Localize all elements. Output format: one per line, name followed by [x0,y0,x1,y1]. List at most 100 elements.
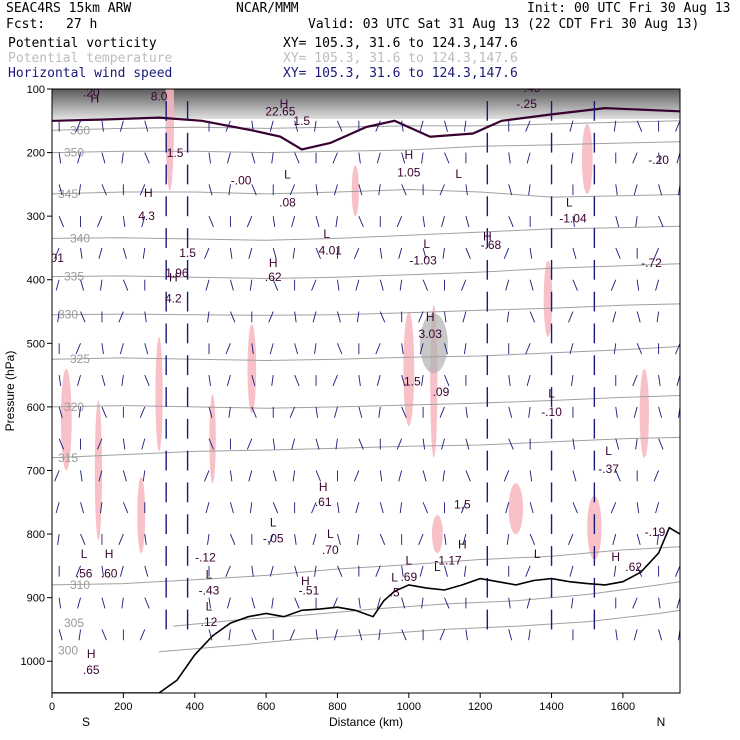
wind-vector [571,375,574,386]
pv-value-label: -.00 [231,173,252,187]
wind-vector [635,216,638,228]
wind-vector [441,216,445,228]
wind-vector [225,120,231,132]
wind-vector [615,406,618,418]
wind-vector [208,152,211,164]
y-axis-label: Pressure (hPa) [3,351,17,432]
wind-vector [98,470,103,482]
pv-value-label: 1.5 [404,374,421,388]
wind-vector [251,343,254,355]
wind-vector [55,502,60,514]
wind-vector [508,597,511,609]
wind-vector [337,120,343,132]
wind-vector [208,215,214,228]
wind-vector [675,343,680,355]
wind-vector [229,279,234,291]
north-end-label: N [657,715,666,729]
wind-vector [508,438,514,450]
wind-vector [315,438,320,450]
wind-vector [378,184,381,196]
theta-contour [52,546,680,586]
pv-value-label: H [90,91,99,105]
pv-value-label: .56 [76,566,93,580]
wind-vector [251,152,256,164]
wind-vector [610,502,617,514]
wind-vector [314,120,317,132]
wind-vector [658,215,664,228]
wind-vector [77,374,81,387]
wind-vector [75,565,81,577]
wind-vector [463,120,467,132]
wind-vector [632,152,638,164]
wind-vector [418,533,424,546]
wind-vector [289,629,296,641]
wind-vector [205,279,210,291]
wind-vector [228,406,231,418]
wind-vector [207,311,210,323]
wind-vector [315,470,321,482]
wind-vector [505,279,510,291]
wind-vector [315,406,318,418]
wind-vector [355,279,360,291]
wind-vector [529,311,536,323]
wind-vector [77,152,81,164]
wind-vector [251,629,257,641]
wind-vector [334,629,338,641]
wind-vector [246,438,253,450]
wind-vector [571,597,574,609]
wind-vector [613,343,617,355]
wind-vector [444,343,448,355]
wind-vector [401,152,406,164]
wind-vector [272,470,277,482]
wind-vector [421,152,424,164]
wind-vector [508,375,511,386]
pv-value-label: H [169,271,178,285]
wind-vector [337,343,343,355]
pv-value-label: -.19 [645,525,666,539]
wind-vector [636,502,640,514]
wind-vector [292,470,296,482]
pv-value-label: -.05 [263,531,284,545]
wind-vector [251,184,257,196]
wind-vector [101,343,104,355]
wind-vector [358,597,361,609]
wind-vector [379,502,384,514]
wind-vector [208,629,213,641]
wind-vector [57,311,60,323]
wind-vector [379,279,384,291]
wind-vector [529,533,536,546]
theta-contour-label: 330 [58,308,78,322]
theta-contour [173,581,680,627]
wind-vector [226,597,231,609]
wind-vector [463,565,467,577]
wind-vector [101,374,106,387]
wind-vector [658,152,661,164]
wind-vector [401,565,404,577]
wind-vector [144,533,147,545]
pv-value-label: L [206,568,213,582]
wind-vector [422,216,426,228]
theta-contour [52,436,680,459]
theta-contour-label: 310 [70,578,90,592]
wind-vector [249,279,253,291]
theta-contour [52,395,680,409]
pv-value-label: L [566,196,573,210]
wind-vector [101,565,104,577]
pv-value-label: 3.03 [419,327,443,341]
wind-vector [636,533,641,545]
pv-value-label: 1.05 [397,166,421,180]
wind-vector [118,533,124,546]
y-tick-label: 600 [27,402,45,414]
wind-vector [334,406,338,418]
wind-vector [465,184,468,196]
wind-vector [442,470,445,482]
wind-vector [337,502,340,514]
wind-vector [655,279,660,291]
wind-vector [503,247,510,259]
y-tick-label: 900 [27,593,45,605]
wind-vector [465,470,471,482]
wind-vector [401,597,406,609]
pv-value-label: L [434,560,441,574]
pv-value-label: L [391,571,398,585]
fcst-label: Fcst: [6,17,46,32]
